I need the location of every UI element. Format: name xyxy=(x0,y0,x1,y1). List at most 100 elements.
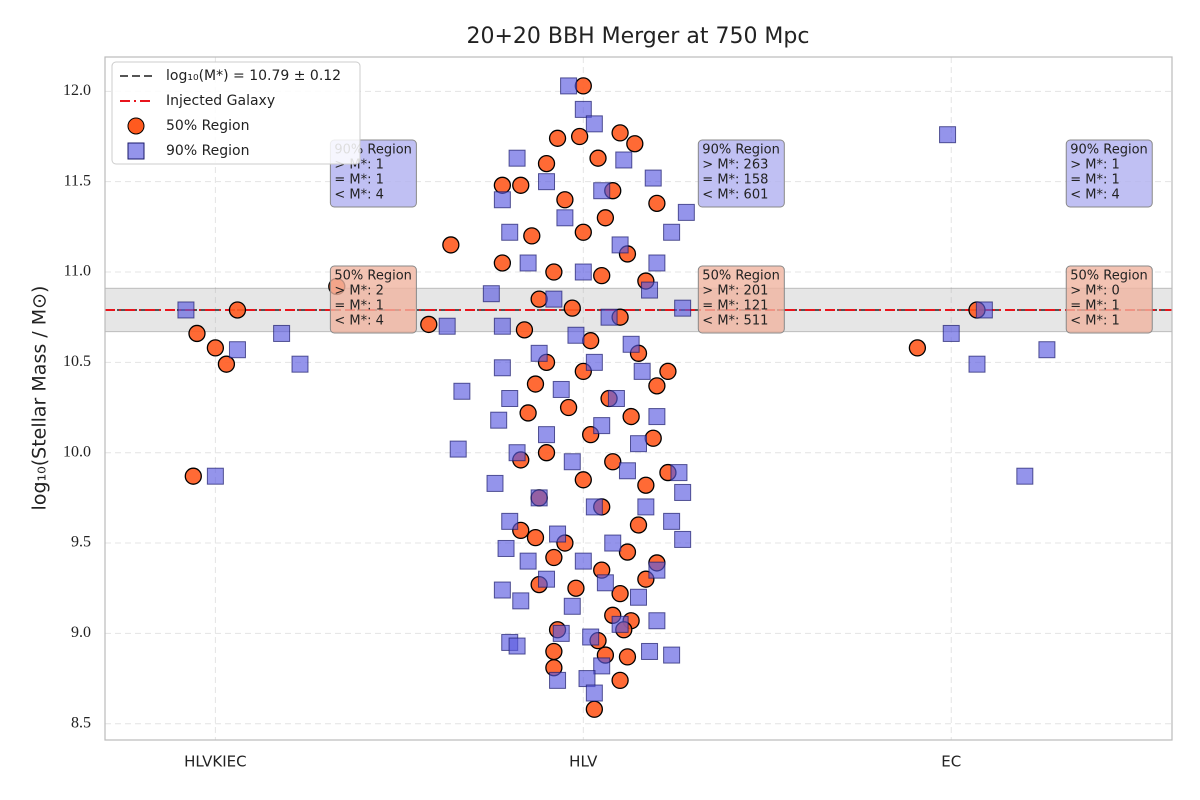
point xyxy=(633,362,651,380)
y-tick-label: 10.0 xyxy=(63,443,91,460)
annotation-text: > M*: 263 xyxy=(702,158,768,173)
point xyxy=(490,411,508,429)
annotation-text: = M*: 1 xyxy=(334,173,384,188)
point xyxy=(497,539,515,557)
point xyxy=(493,359,511,377)
annotation-text: = M*: 1 xyxy=(1070,173,1120,188)
point xyxy=(585,684,603,702)
point xyxy=(537,154,556,173)
point xyxy=(618,543,637,561)
point xyxy=(674,530,692,548)
point xyxy=(585,700,603,718)
point xyxy=(939,126,957,144)
point xyxy=(1016,467,1034,485)
point xyxy=(674,299,692,317)
annotation-text: < M*: 1 xyxy=(1070,314,1120,329)
point xyxy=(228,301,247,319)
point xyxy=(574,100,592,118)
point xyxy=(501,223,519,241)
annotation-text: 50% Region xyxy=(702,269,780,284)
point xyxy=(493,254,512,272)
point xyxy=(611,615,629,633)
point xyxy=(641,642,659,660)
y-tick-label: 12.0 xyxy=(63,82,91,99)
point xyxy=(559,398,578,417)
annotation-text: > M*: 0 xyxy=(1070,284,1120,299)
point xyxy=(593,266,611,285)
annotation-text: = M*: 121 xyxy=(702,299,768,314)
point xyxy=(556,209,574,227)
point xyxy=(589,149,607,167)
point xyxy=(663,646,681,664)
annotation-box: 90% Region> M*: 1= M*: 1< M*: 4 xyxy=(1065,139,1153,208)
point xyxy=(637,476,655,494)
annotation-text: = M*: 1 xyxy=(1070,299,1120,314)
point xyxy=(512,176,530,194)
point xyxy=(420,315,438,334)
legend: log₁₀(M*) = 10.79 ± 0.12 Injected Galaxy 5… xyxy=(111,61,361,165)
point xyxy=(648,194,666,213)
annotation-text: < M*: 511 xyxy=(702,314,768,329)
point xyxy=(637,498,655,516)
point xyxy=(273,324,291,342)
point xyxy=(519,254,537,272)
point xyxy=(177,301,195,319)
x-tick-label: HLV xyxy=(569,753,598,771)
annotation-text: 90% Region xyxy=(702,143,780,158)
point xyxy=(674,483,692,501)
point xyxy=(449,440,467,458)
point xyxy=(574,77,592,95)
annotation-box: 90% Region> M*: 263= M*: 158< M*: 601 xyxy=(697,139,785,208)
point xyxy=(567,326,585,344)
point xyxy=(538,570,556,588)
point xyxy=(644,169,662,187)
point xyxy=(526,528,545,547)
annotation-box: 50% Region> M*: 0= M*: 1< M*: 1 xyxy=(1065,265,1153,334)
point xyxy=(545,290,563,308)
annotation-text: > M*: 2 xyxy=(334,284,384,299)
point xyxy=(493,317,511,335)
annotation-text: = M*: 158 xyxy=(702,173,768,188)
legend-frame xyxy=(111,61,361,165)
chart-title: 20+20 BBH Merger at 750 Mpc xyxy=(467,24,810,49)
point xyxy=(968,355,986,373)
annotation-background xyxy=(697,139,785,208)
point xyxy=(567,579,585,597)
annotation-text: < M*: 4 xyxy=(1070,188,1120,203)
y-tick-label: 8.5 xyxy=(71,714,91,731)
annotation-background xyxy=(697,265,785,334)
point xyxy=(630,435,647,453)
x-tick-label: HLVKIEC xyxy=(184,753,246,771)
point xyxy=(604,453,622,471)
point xyxy=(677,203,695,221)
point xyxy=(596,574,614,592)
legend-label: log₁₀(M*) = 10.79 ± 0.12 xyxy=(166,68,341,84)
annotation-text: 50% Region xyxy=(1070,269,1148,284)
point xyxy=(585,498,603,516)
point xyxy=(501,512,519,530)
point xyxy=(574,471,592,489)
point xyxy=(648,612,666,630)
point xyxy=(217,355,236,373)
point xyxy=(593,657,611,675)
point xyxy=(582,628,600,646)
point xyxy=(582,332,600,350)
legend-swatch xyxy=(127,142,145,160)
point xyxy=(508,637,526,655)
point xyxy=(596,209,615,227)
point xyxy=(508,444,526,462)
point xyxy=(629,516,648,534)
point xyxy=(585,115,603,133)
point xyxy=(611,671,629,690)
annotation-box: 50% Region> M*: 2= M*: 1< M*: 4 xyxy=(329,265,417,334)
point xyxy=(574,552,592,570)
point xyxy=(188,324,206,343)
point xyxy=(975,301,993,319)
y-tick-label: 9.5 xyxy=(71,534,91,551)
point xyxy=(611,236,629,254)
point xyxy=(560,77,578,95)
point xyxy=(508,149,526,167)
y-axis-label: log₁₀(Stellar Mass / M⊙) xyxy=(29,286,51,511)
point xyxy=(1038,341,1056,359)
point xyxy=(574,223,592,241)
